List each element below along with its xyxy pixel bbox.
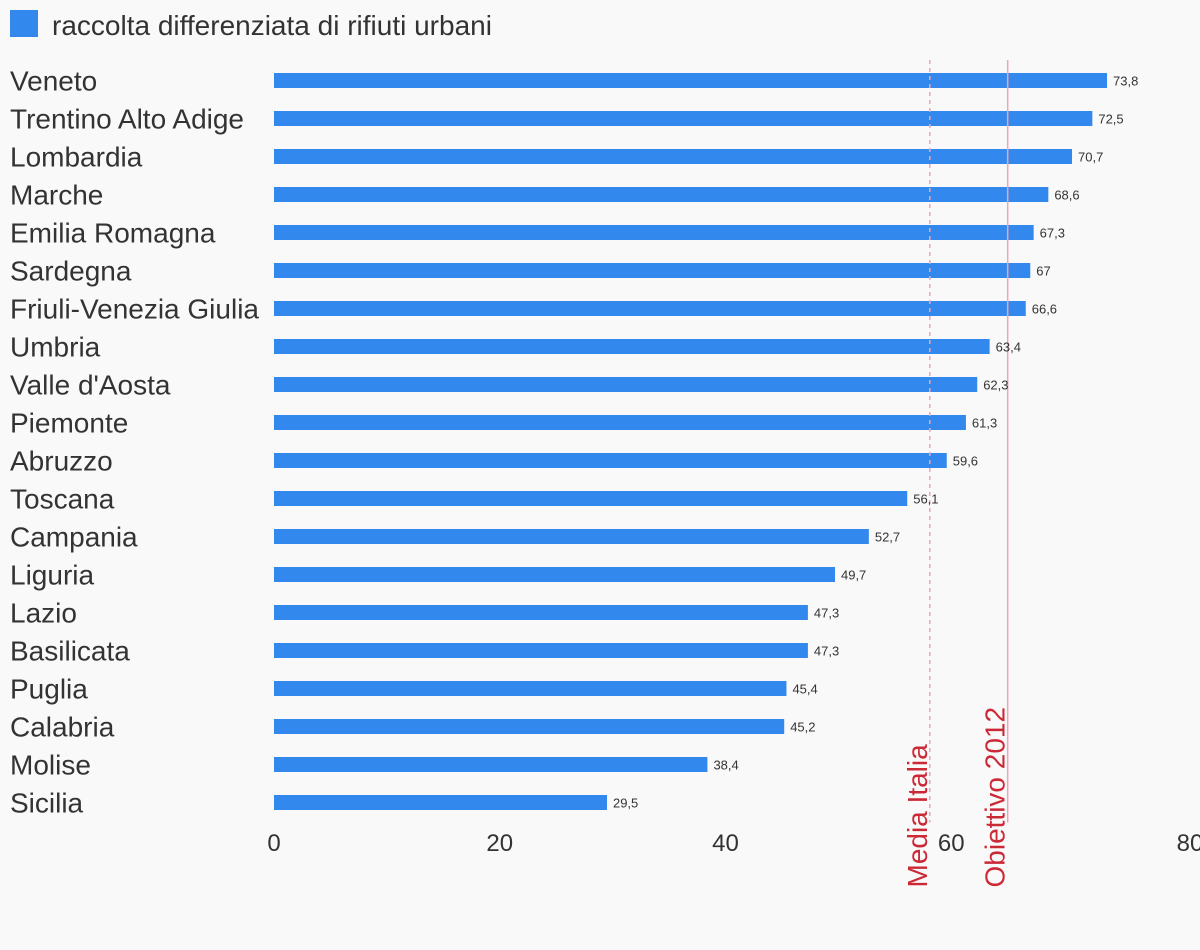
value-label: 56,1 [913, 492, 938, 507]
reference-lines: Media Italia Obiettivo 2012 [902, 60, 1011, 888]
bar [274, 111, 1093, 126]
value-label: 67 [1036, 264, 1050, 279]
category-label: Piemonte [10, 408, 128, 439]
category-label: Umbria [10, 332, 101, 363]
category-label: Trentino Alto Adige [10, 104, 244, 135]
bar [274, 453, 947, 468]
category-label: Basilicata [10, 636, 130, 667]
x-tick-label: 20 [486, 830, 513, 857]
value-label: 73,8 [1113, 74, 1138, 89]
value-label: 66,6 [1032, 302, 1057, 317]
x-tick-label: 80 [1177, 830, 1200, 857]
category-label: Liguria [10, 560, 94, 591]
bar [274, 567, 835, 582]
category-label: Friuli-Venezia Giulia [10, 294, 259, 325]
value-label: 59,6 [953, 454, 978, 469]
value-label: 63,4 [996, 340, 1021, 355]
legend: raccolta differenziata di rifiuti urbani [10, 10, 492, 41]
category-label: Toscana [10, 484, 115, 515]
bar [274, 263, 1031, 278]
bar [274, 757, 708, 772]
bar [274, 377, 978, 392]
bar [274, 415, 966, 430]
category-label: Sardegna [10, 256, 132, 287]
x-tick-label: 60 [938, 830, 965, 857]
value-label: 38,4 [713, 758, 738, 773]
reference-line-label: Media Italia [902, 744, 933, 888]
value-label: 49,7 [841, 568, 866, 583]
category-label: Lazio [10, 598, 77, 629]
bar [274, 301, 1026, 316]
bar [274, 529, 869, 544]
value-label: 72,5 [1098, 112, 1123, 127]
value-labels: 73,8 72,5 70,7 68,6 67,3 67 66,6 63,4 62,3 61,3 59… [613, 74, 1138, 811]
x-tick-label: 0 [267, 830, 280, 857]
value-label: 52,7 [875, 530, 900, 545]
bar [274, 643, 808, 658]
reference-line-label: Obiettivo 2012 [980, 707, 1011, 888]
value-label: 67,3 [1040, 226, 1065, 241]
legend-label: raccolta differenziata di rifiuti urbani [52, 10, 492, 41]
category-label: Veneto [10, 66, 97, 97]
value-label: 45,2 [790, 720, 815, 735]
value-label: 47,3 [814, 606, 839, 621]
value-label: 47,3 [814, 644, 839, 659]
bar [274, 73, 1108, 88]
bar [274, 149, 1073, 164]
x-axis-ticks: 0 20 40 60 80 [267, 830, 1200, 857]
category-label: Puglia [10, 674, 88, 705]
value-label: 70,7 [1078, 150, 1103, 165]
category-label: Calabria [10, 712, 115, 743]
category-label: Abruzzo [10, 446, 113, 477]
value-label: 68,6 [1054, 188, 1079, 203]
category-label: Lombardia [10, 142, 143, 173]
value-label: 62,3 [983, 378, 1008, 393]
bars [274, 73, 1108, 810]
category-label: Marche [10, 180, 103, 211]
legend-swatch [10, 10, 38, 37]
category-label: Sicilia [10, 788, 84, 819]
category-label: Valle d'Aosta [10, 370, 171, 401]
value-label: 61,3 [972, 416, 997, 431]
value-label: 45,4 [792, 682, 817, 697]
bar [274, 225, 1034, 240]
category-label: Campania [10, 522, 138, 553]
bar [274, 681, 787, 696]
value-label: 29,5 [613, 796, 638, 811]
bar [274, 795, 607, 810]
bar [274, 605, 808, 620]
bar [274, 339, 990, 354]
bar [274, 491, 908, 506]
category-labels: Veneto Trentino Alto Adige Lombardia Marche… [10, 66, 259, 819]
category-label: Molise [10, 750, 91, 781]
category-label: Emilia Romagna [10, 218, 216, 249]
x-tick-label: 40 [712, 830, 739, 857]
bar [274, 719, 785, 734]
bar [274, 187, 1049, 202]
